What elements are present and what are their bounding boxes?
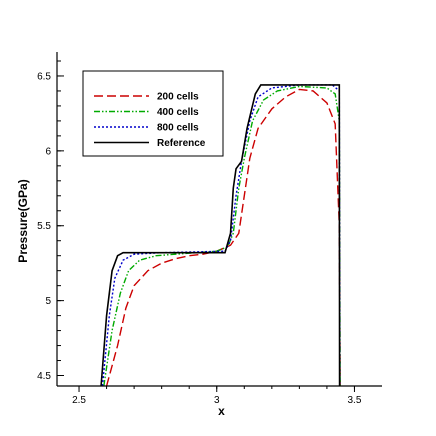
legend: 200 cells 400 cells 800 cells Reference — [82, 70, 224, 157]
legend-label: Reference — [157, 138, 206, 149]
y-tick-label: 5.5 — [37, 221, 51, 232]
y-tick-label: 4.5 — [37, 371, 51, 382]
series-layer — [100, 84, 341, 386]
y-axis-title: Pressure(GPa) — [16, 179, 30, 262]
x-axis-title: x — [218, 404, 225, 418]
y-tick-label: 6.5 — [37, 71, 51, 82]
legend-label: 400 cells — [157, 107, 199, 118]
y-tick-label: 6 — [45, 146, 51, 157]
series-line-0 — [105, 88, 341, 386]
x-tick-label: 3.5 — [348, 395, 362, 406]
series-line-1 — [103, 85, 341, 386]
x-tick-label: 2.5 — [72, 395, 86, 406]
series-line-3 — [100, 84, 341, 386]
legend-label: 800 cells — [157, 123, 199, 134]
axes-layer: 2.5 3 3.5 4.5 5 5.5 6 6.5 — [37, 52, 382, 406]
y-tick-label: 5 — [45, 296, 51, 307]
x-tick-label: 3 — [214, 395, 220, 406]
legend-label: 200 cells — [157, 92, 199, 103]
